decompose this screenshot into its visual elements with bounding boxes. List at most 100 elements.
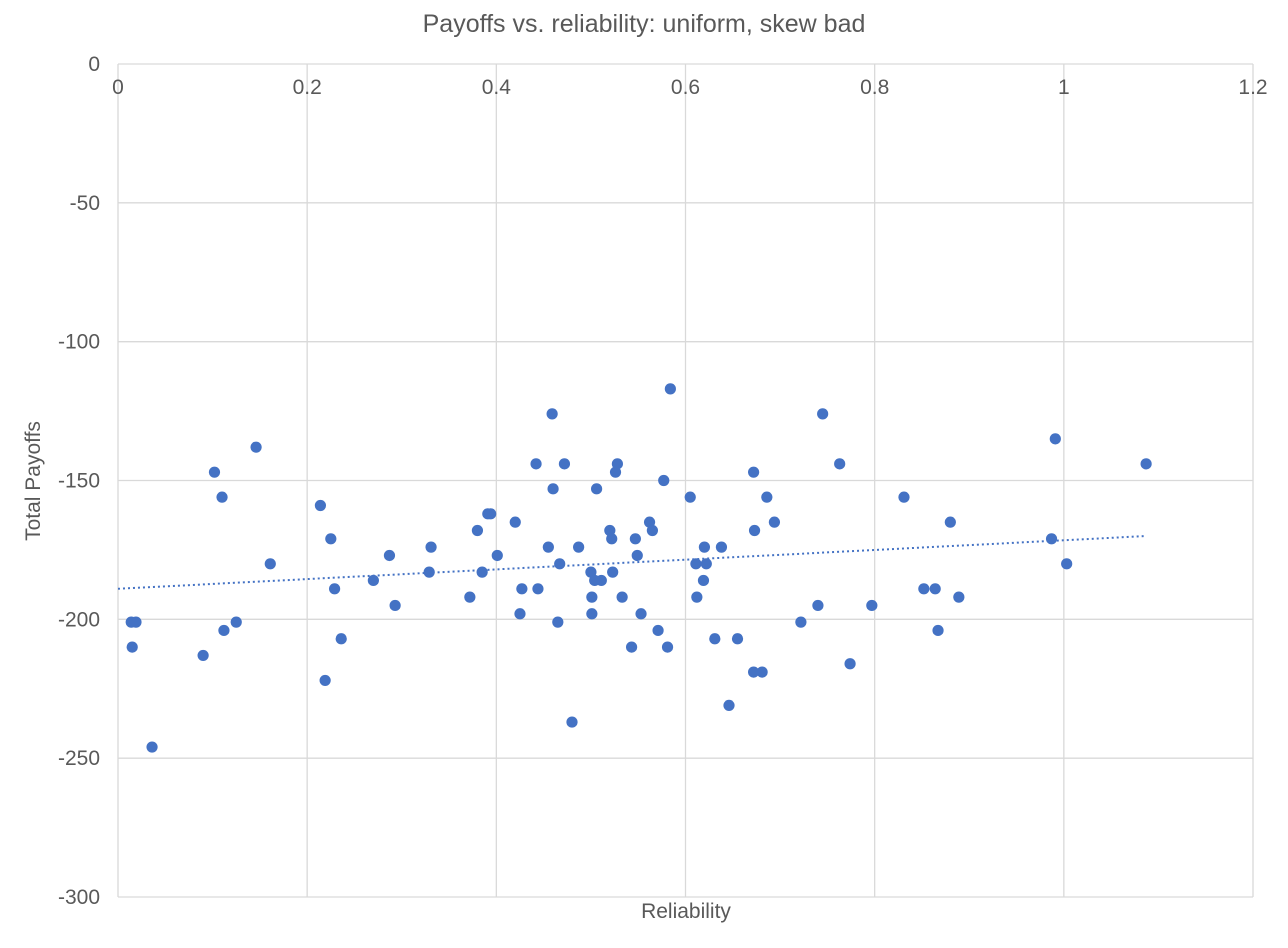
y-tick-label: -150 xyxy=(58,470,100,493)
data-point xyxy=(509,516,521,528)
data-point xyxy=(616,591,628,603)
x-axis-title: Reliability xyxy=(641,900,731,923)
data-point xyxy=(834,458,846,470)
data-point xyxy=(476,566,488,578)
x-axis-tick-labels: 0 0.2 0.4 0.6 0.8 1 1.2 xyxy=(112,76,1267,99)
data-point xyxy=(491,549,503,562)
data-point xyxy=(723,699,735,712)
data-point xyxy=(514,608,526,620)
data-point xyxy=(319,674,331,687)
data-point xyxy=(866,599,878,612)
gridlines xyxy=(117,63,1254,898)
data-point xyxy=(698,541,711,553)
y-tick-label: -50 xyxy=(70,192,100,215)
data-point xyxy=(425,541,437,553)
data-point xyxy=(558,458,571,470)
data-point xyxy=(586,608,598,620)
data-point xyxy=(1049,433,1061,445)
x-tick-label: 0.8 xyxy=(860,76,889,99)
data-point xyxy=(471,524,484,537)
data-point xyxy=(423,566,435,578)
x-tick-label: 0.2 xyxy=(293,76,322,99)
data-point xyxy=(929,583,941,595)
data-point xyxy=(944,516,956,528)
data-point xyxy=(604,524,616,537)
data-point xyxy=(586,591,598,603)
chart-title: Payoffs vs. reliability: uniform, skew b… xyxy=(423,10,866,38)
data-point xyxy=(700,558,712,570)
y-tick-label: -100 xyxy=(58,331,100,354)
data-point xyxy=(230,616,242,628)
data-point xyxy=(546,408,558,420)
y-tick-label: -200 xyxy=(58,608,100,631)
data-point xyxy=(566,716,578,728)
data-point xyxy=(218,624,230,637)
data-point xyxy=(748,666,760,678)
data-point xyxy=(367,574,379,587)
data-point xyxy=(485,508,497,520)
x-tick-label: 1 xyxy=(1058,76,1070,99)
data-point xyxy=(898,491,910,503)
data-point xyxy=(932,624,944,637)
data-point xyxy=(130,616,142,628)
data-point xyxy=(607,566,619,578)
data-point xyxy=(335,633,347,645)
data-point xyxy=(661,641,674,653)
data-point xyxy=(573,541,585,553)
data-point xyxy=(731,633,744,645)
data-point xyxy=(658,474,670,487)
data-point xyxy=(314,499,327,512)
data-point xyxy=(611,458,624,470)
linear-trendline xyxy=(117,535,1147,590)
data-point xyxy=(684,491,696,503)
y-tick-label: -250 xyxy=(58,747,100,770)
x-tick-label: 1.2 xyxy=(1238,76,1267,99)
data-point xyxy=(652,624,664,637)
data-point xyxy=(1140,458,1152,470)
data-point xyxy=(590,483,603,495)
data-point xyxy=(264,558,276,570)
data-point xyxy=(844,658,856,670)
data-point xyxy=(812,599,824,612)
data-point xyxy=(629,533,641,545)
data-point xyxy=(817,408,829,420)
data-point xyxy=(918,583,930,595)
data-point xyxy=(715,541,728,553)
data-point xyxy=(197,649,209,662)
data-point xyxy=(1045,533,1058,545)
data-point xyxy=(953,591,965,603)
data-point xyxy=(216,491,228,503)
data-point xyxy=(625,641,638,653)
data-point xyxy=(542,541,554,553)
data-point xyxy=(208,466,221,478)
data-point xyxy=(646,524,658,537)
data-point xyxy=(554,558,566,570)
data-point xyxy=(768,516,781,528)
data-point xyxy=(464,591,476,603)
data-point xyxy=(530,458,542,470)
data-point xyxy=(697,574,710,587)
data-point xyxy=(328,583,341,595)
data-point xyxy=(609,466,622,478)
data-point xyxy=(664,383,676,395)
data-point xyxy=(126,641,138,653)
data-point xyxy=(691,591,703,603)
data-point xyxy=(635,608,647,620)
data-point xyxy=(585,566,597,578)
data-point xyxy=(325,533,337,545)
y-axis-tick-labels: 0 -50 -100 -150 -200 -250 -300 xyxy=(58,53,100,909)
data-point xyxy=(631,549,643,562)
data-point xyxy=(709,633,721,645)
data-point xyxy=(690,558,702,570)
data-point xyxy=(606,533,618,545)
data-point xyxy=(761,491,773,503)
data-point xyxy=(146,741,158,753)
x-tick-label: 0.4 xyxy=(482,76,512,99)
data-point xyxy=(595,574,607,587)
y-tick-label: 0 xyxy=(88,53,100,76)
data-point xyxy=(748,466,760,478)
data-point xyxy=(532,583,544,595)
data-point xyxy=(547,483,559,495)
data-point xyxy=(756,666,768,678)
